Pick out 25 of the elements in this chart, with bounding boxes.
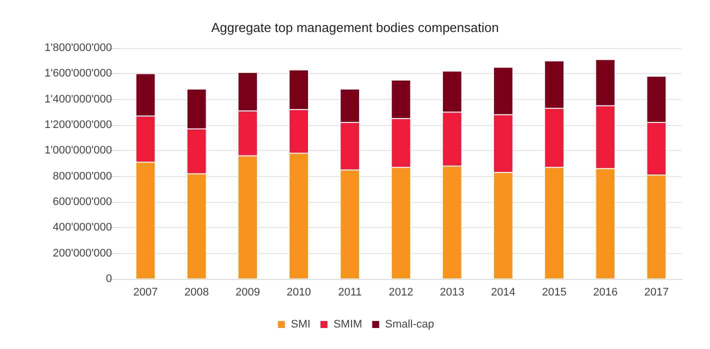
y-tick-label: 0 [106,273,112,285]
x-tick-label: 2011 [338,286,362,298]
x-tick-label: 2017 [644,286,669,298]
y-tick-label: 1'800'000'000 [44,42,112,54]
y-tick-label: 1'400'000'000 [44,93,112,106]
x-tick-label: 2009 [235,286,260,298]
x-tick-label: 2012 [388,286,414,298]
legend-label: SMI [290,318,310,330]
y-tick-label: 1'200'000'000 [44,119,112,131]
chart-title: Aggregate top management bodies compensation [211,20,499,35]
legend-label: SMIM [333,318,362,330]
x-tick-label: 2013 [440,286,464,298]
x-tick-label: 2015 [542,286,567,298]
x-tick-label: 2007 [133,286,158,298]
y-tick-label: 600'000'000 [52,196,112,208]
x-tick-label: 2016 [593,286,618,298]
x-tick-label: 2014 [490,286,516,298]
legend-label: Small-cap [385,318,434,330]
y-tick-label: 1'000'000'000 [44,144,112,157]
y-tick-label: 800'000'000 [52,170,112,182]
y-tick-label: 1'600'000'000 [44,68,112,80]
y-tick-label: 200'000'000 [52,247,112,260]
x-tick-label: 2010 [286,286,312,298]
x-tick-label: 2008 [184,286,209,298]
y-tick-label: 400'000'000 [52,222,112,234]
